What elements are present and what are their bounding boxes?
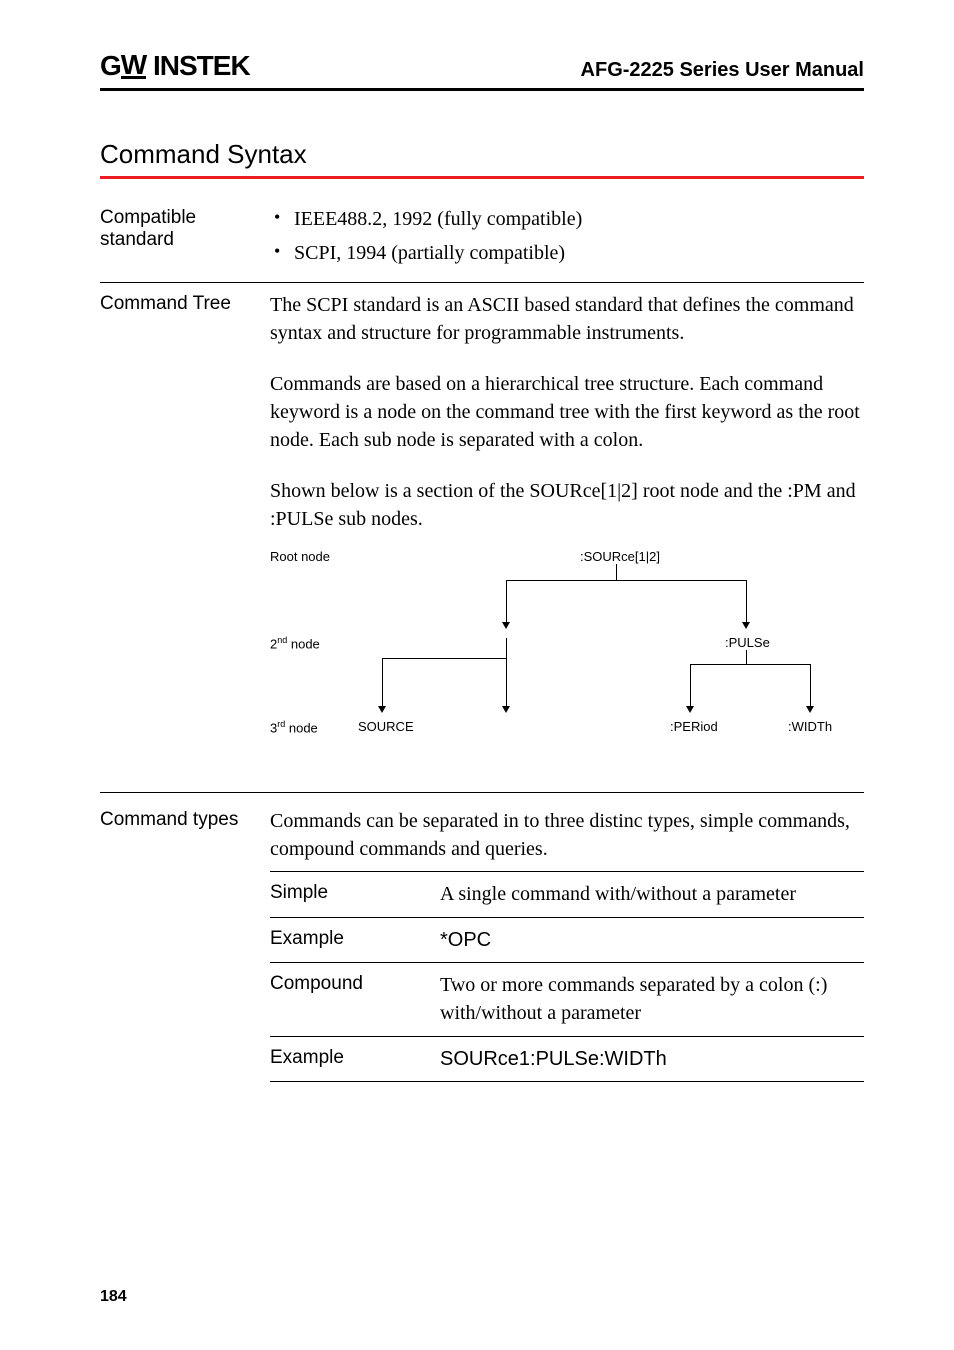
types-simple-text: A single command with/without a paramete… (440, 880, 864, 908)
row-command-types: Command types Commands can be separated … (100, 793, 864, 1091)
row-compatible: Compatible standard IEEE488.2, 1992 (ful… (100, 197, 864, 283)
arrow-down-icon (686, 706, 694, 713)
tree-line (506, 580, 746, 581)
list-item: IEEE488.2, 1992 (fully compatible) (270, 205, 864, 233)
tree-pulse-node: :PULSe (725, 634, 770, 652)
tree-diagram: Root node 2nd node 3rd node :SOURce[1|2]… (270, 544, 864, 754)
arrow-down-icon (378, 706, 386, 713)
arrow-down-icon (502, 706, 510, 713)
types-compound-text: Two or more commands separated by a colo… (440, 971, 864, 1028)
label-compatible: Compatible standard (100, 205, 270, 251)
page-number: 184 (100, 1288, 127, 1306)
tree-svg-container: Root node 2nd node 3rd node :SOURce[1|2]… (270, 544, 864, 754)
types-example1-row: Example *OPC (270, 918, 864, 963)
types-simple-label: Simple (270, 880, 440, 908)
arrow-down-icon (502, 622, 510, 629)
tree-line (616, 564, 617, 580)
tree-para2: Commands are based on a hierarchical tre… (270, 370, 864, 455)
tree-para1: The SCPI standard is an ASCII based stan… (270, 291, 864, 348)
tree-3rd-label: 3rd node (270, 718, 318, 738)
content-command-types: Commands can be separated in to three di… (270, 807, 864, 1083)
types-example1-label: Example (270, 926, 440, 954)
lbl-part: node (287, 636, 320, 651)
tree-line (690, 664, 810, 665)
logo-text-part1: G (100, 50, 121, 82)
label-command-tree: Command Tree (100, 291, 270, 315)
section-title: Command Syntax (100, 139, 864, 179)
tree-line (746, 650, 747, 664)
brand-logo: GW INSTEK (100, 50, 250, 82)
content-command-tree: The SCPI standard is an ASCII based stan… (270, 291, 864, 784)
tree-para3: Shown below is a section of the SOURce[1… (270, 477, 864, 534)
types-intro-row: Commands can be separated in to three di… (270, 807, 864, 873)
tree-line (382, 658, 383, 706)
manual-title: AFG-2225 Series User Manual (581, 59, 864, 82)
tree-source-node: SOURCE (358, 718, 414, 736)
bullet-list: IEEE488.2, 1992 (fully compatible) SCPI,… (270, 205, 864, 268)
types-example2-label: Example (270, 1045, 440, 1073)
arrow-down-icon (742, 622, 750, 629)
types-intro: Commands can be separated in to three di… (270, 807, 864, 864)
label-command-types: Command types (100, 807, 270, 831)
types-simple-row: Simple A single command with/without a p… (270, 872, 864, 917)
tree-period-node: :PERiod (670, 718, 718, 736)
types-compound-row: Compound Two or more commands separated … (270, 963, 864, 1037)
logo-text-part3: INSTEK (146, 50, 249, 82)
lbl-sup: nd (277, 635, 287, 645)
tree-width-node: :WIDTh (788, 718, 832, 736)
tree-line (382, 658, 506, 659)
tree-root-label: Root node (270, 548, 330, 566)
content-compatible: IEEE488.2, 1992 (fully compatible) SCPI,… (270, 205, 864, 274)
logo-text-part2: W (121, 53, 146, 80)
tree-line (746, 580, 747, 622)
tree-root-node: :SOURce[1|2] (580, 548, 660, 566)
tree-2nd-label: 2nd node (270, 634, 320, 654)
tree-line (506, 580, 507, 622)
tree-line (506, 658, 507, 706)
row-command-tree: Command Tree The SCPI standard is an ASC… (100, 283, 864, 793)
types-compound-label: Compound (270, 971, 440, 1028)
types-example2-text: SOURce1:PULSe:WIDTh (440, 1045, 864, 1073)
lbl-part: node (285, 720, 318, 735)
types-example1-text: *OPC (440, 926, 864, 954)
arrow-down-icon (806, 706, 814, 713)
tree-line (810, 664, 811, 706)
tree-line (506, 638, 507, 658)
types-example2-row: Example SOURce1:PULSe:WIDTh (270, 1037, 864, 1082)
list-item: SCPI, 1994 (partially compatible) (270, 239, 864, 267)
page-header: GW INSTEK AFG-2225 Series User Manual (100, 50, 864, 91)
tree-line (690, 664, 691, 706)
